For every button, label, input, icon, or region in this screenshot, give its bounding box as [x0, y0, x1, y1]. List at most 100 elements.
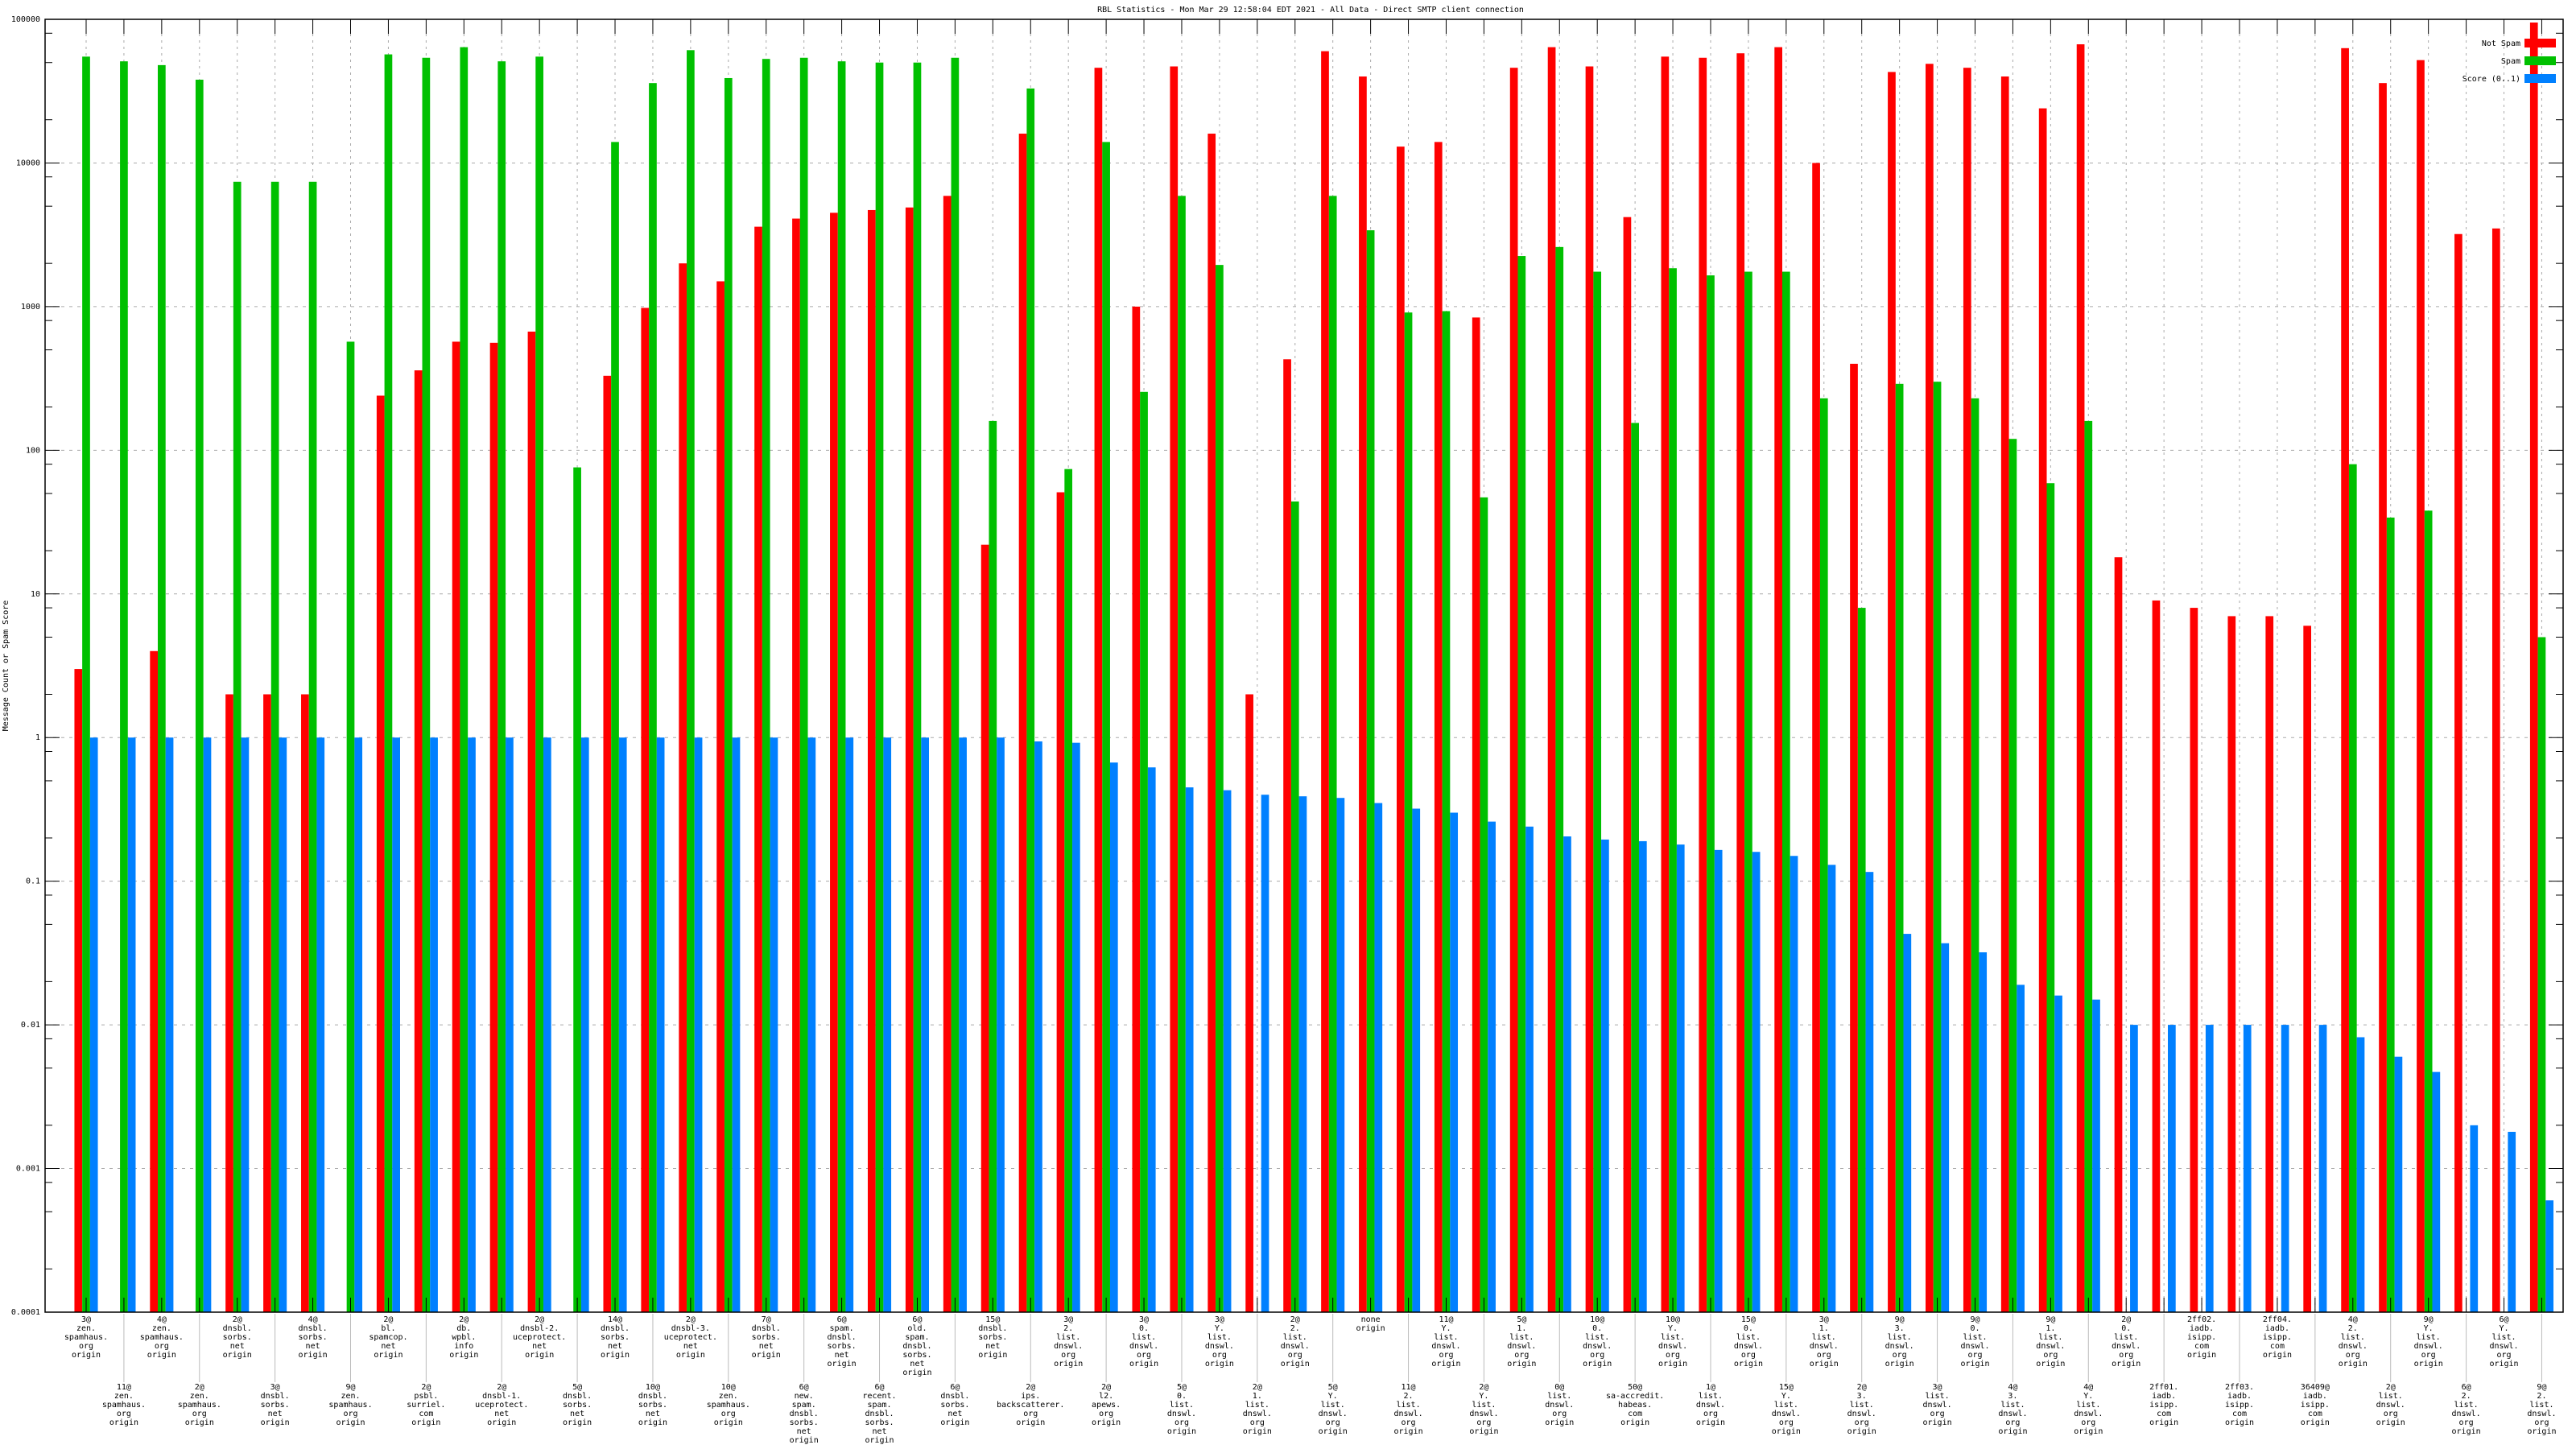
- x-tick-label: 2@ list. dnswl. org origin: [2376, 1383, 2405, 1427]
- x-tick-label-line: list.: [1472, 1401, 1496, 1410]
- bar-score: [1374, 803, 1383, 1312]
- bar-not-spam: [1359, 76, 1367, 1313]
- x-tick-label-line: list.: [2114, 1333, 2138, 1342]
- bar-score: [2318, 1025, 2327, 1312]
- x-tick-label: 9@ Y. list. dnswl. org origin: [2414, 1315, 2443, 1368]
- bar-score: [1752, 852, 1761, 1312]
- x-tick-label-line: dnsbl.: [752, 1324, 781, 1333]
- bar-not-spam: [830, 213, 838, 1312]
- x-tick-label-line: 2@: [1479, 1383, 1488, 1392]
- x-tick-label-line: spam.: [867, 1401, 891, 1410]
- x-tick-label-line: origin: [1998, 1427, 2027, 1436]
- x-tick-label-line: l2.: [1099, 1392, 1113, 1401]
- x-tick-label: 2@ psbl. surriel. com origin: [407, 1383, 445, 1427]
- bar-spam: [460, 47, 469, 1313]
- x-tick-label-line: origin: [1507, 1360, 1536, 1368]
- bar-score: [1941, 943, 1950, 1312]
- x-tick-label-line: isipp.: [2187, 1333, 2216, 1342]
- x-tick-label-line: backscatterer.: [997, 1401, 1064, 1410]
- x-tick-label-line: net: [608, 1342, 622, 1351]
- bar-spam: [422, 57, 431, 1313]
- x-tick-label-line: list.: [1926, 1392, 1950, 1401]
- x-tick-label-line: list.: [2038, 1333, 2062, 1342]
- x-tick-label-line: Y.: [2499, 1324, 2508, 1333]
- bar-not-spam: [1397, 147, 1405, 1312]
- bar-not-spam: [376, 395, 385, 1312]
- x-tick-label-line: origin: [2452, 1427, 2481, 1436]
- x-tick-label-line: iadb.: [2303, 1392, 2327, 1401]
- x-tick-label-line: org: [1099, 1410, 1113, 1418]
- x-tick-label-line: origin: [1356, 1324, 1385, 1333]
- x-tick-label-line: list.: [1661, 1333, 1685, 1342]
- x-tick-label-line: net: [797, 1427, 811, 1436]
- x-tick-label-line: 2@: [1857, 1383, 1867, 1392]
- x-tick-label: 3@ list. dnswl. org origin: [1923, 1383, 1952, 1427]
- bar-not-spam: [1850, 363, 1858, 1313]
- x-tick-label: 2@ dnsbl. sorbs. net origin: [223, 1315, 252, 1360]
- x-tick-label-line: Y.: [1215, 1324, 1224, 1333]
- bar-not-spam: [754, 226, 762, 1312]
- legend-label-score: Score (0..1): [2462, 75, 2520, 84]
- x-tick-label-line: 0.: [1592, 1324, 1602, 1333]
- x-tick-label-line: dnswl.: [1393, 1410, 1422, 1418]
- x-tick-label-line: 0.: [2121, 1324, 2131, 1333]
- bar-score: [2281, 1025, 2289, 1312]
- x-tick-label-line: org: [1212, 1351, 1227, 1360]
- x-tick-label-line: net: [570, 1410, 584, 1418]
- x-tick-label-line: origin: [1658, 1360, 1687, 1368]
- x-tick-label-line: dnswl.: [2339, 1342, 2368, 1351]
- x-tick-label-line: origin: [1243, 1427, 1272, 1436]
- x-tick-label-line: origin: [1205, 1360, 1234, 1368]
- bar-score: [1827, 865, 1836, 1312]
- bar-spam: [2348, 464, 2357, 1312]
- x-tick-label-line: com: [1628, 1410, 1642, 1418]
- x-tick-label-line: Y.: [1781, 1392, 1791, 1401]
- x-tick-label-line: spam.: [905, 1333, 929, 1342]
- bar-not-spam: [225, 694, 233, 1312]
- plot-frame: [44, 19, 2564, 1313]
- x-tick-label-line: origin: [790, 1436, 819, 1445]
- bar-not-spam: [1170, 66, 1179, 1312]
- x-tick-label-line: 1.: [2046, 1324, 2055, 1333]
- x-tick-label: 2ff03. iadb. isipp. com origin: [2225, 1383, 2254, 1427]
- x-tick-label-line: sorbs.: [299, 1333, 328, 1342]
- bar-not-spam: [2417, 60, 2425, 1313]
- x-tick-label-line: recent.: [862, 1392, 896, 1401]
- x-tick-label-line: com: [2232, 1410, 2247, 1418]
- x-tick-label: 4@ 3. list. dnswl. org origin: [1998, 1383, 2027, 1436]
- x-tick-label-line: 10@: [1666, 1315, 1680, 1324]
- x-tick-label-line: dnsbl.: [601, 1324, 630, 1333]
- x-tick-label-line: origin: [2301, 1418, 2330, 1427]
- x-tick-label-line: 0@: [1554, 1383, 1564, 1392]
- bar-score: [1790, 856, 1798, 1312]
- x-tick-label-line: db.: [456, 1324, 471, 1333]
- bar-score: [1034, 741, 1042, 1312]
- bar-score: [2394, 1056, 2403, 1312]
- x-tick-label-line: 0.: [1177, 1392, 1187, 1401]
- x-tick-label-line: 1.: [1253, 1392, 1262, 1401]
- bar-spam: [535, 56, 544, 1313]
- bar-spam: [724, 77, 733, 1312]
- bar-not-spam: [527, 331, 536, 1313]
- x-tick-label-line: dnswl.: [2452, 1410, 2481, 1418]
- bar-not-spam: [2152, 600, 2161, 1312]
- x-tick-label-line: spamhaus.: [707, 1401, 750, 1410]
- x-tick-label-line: 0.: [1970, 1324, 1979, 1333]
- y-tick-label: 1000: [21, 303, 40, 312]
- x-tick-label-line: sorbs.: [261, 1401, 290, 1410]
- x-tick-label-line: origin: [336, 1418, 365, 1427]
- bar-spam: [687, 50, 695, 1313]
- x-tick-label-line: origin: [449, 1351, 478, 1360]
- x-tick-label-line: org: [2421, 1351, 2436, 1360]
- x-tick-label: 15@ Y. list. dnswl. org origin: [1772, 1383, 1801, 1436]
- x-tick-label: 2@ 0. list. dnswl. org origin: [2112, 1315, 2140, 1368]
- bar-spam: [1216, 265, 1224, 1313]
- x-tick-label-line: dnsbl.: [563, 1392, 592, 1401]
- x-tick-label-line: isipp.: [2225, 1401, 2254, 1410]
- bar-not-spam: [1434, 142, 1443, 1313]
- x-tick-label-line: sorbs.: [223, 1333, 252, 1342]
- bar-not-spam: [1094, 68, 1103, 1313]
- bar-score: [997, 737, 1005, 1312]
- x-tick-label-line: origin: [1923, 1418, 1952, 1427]
